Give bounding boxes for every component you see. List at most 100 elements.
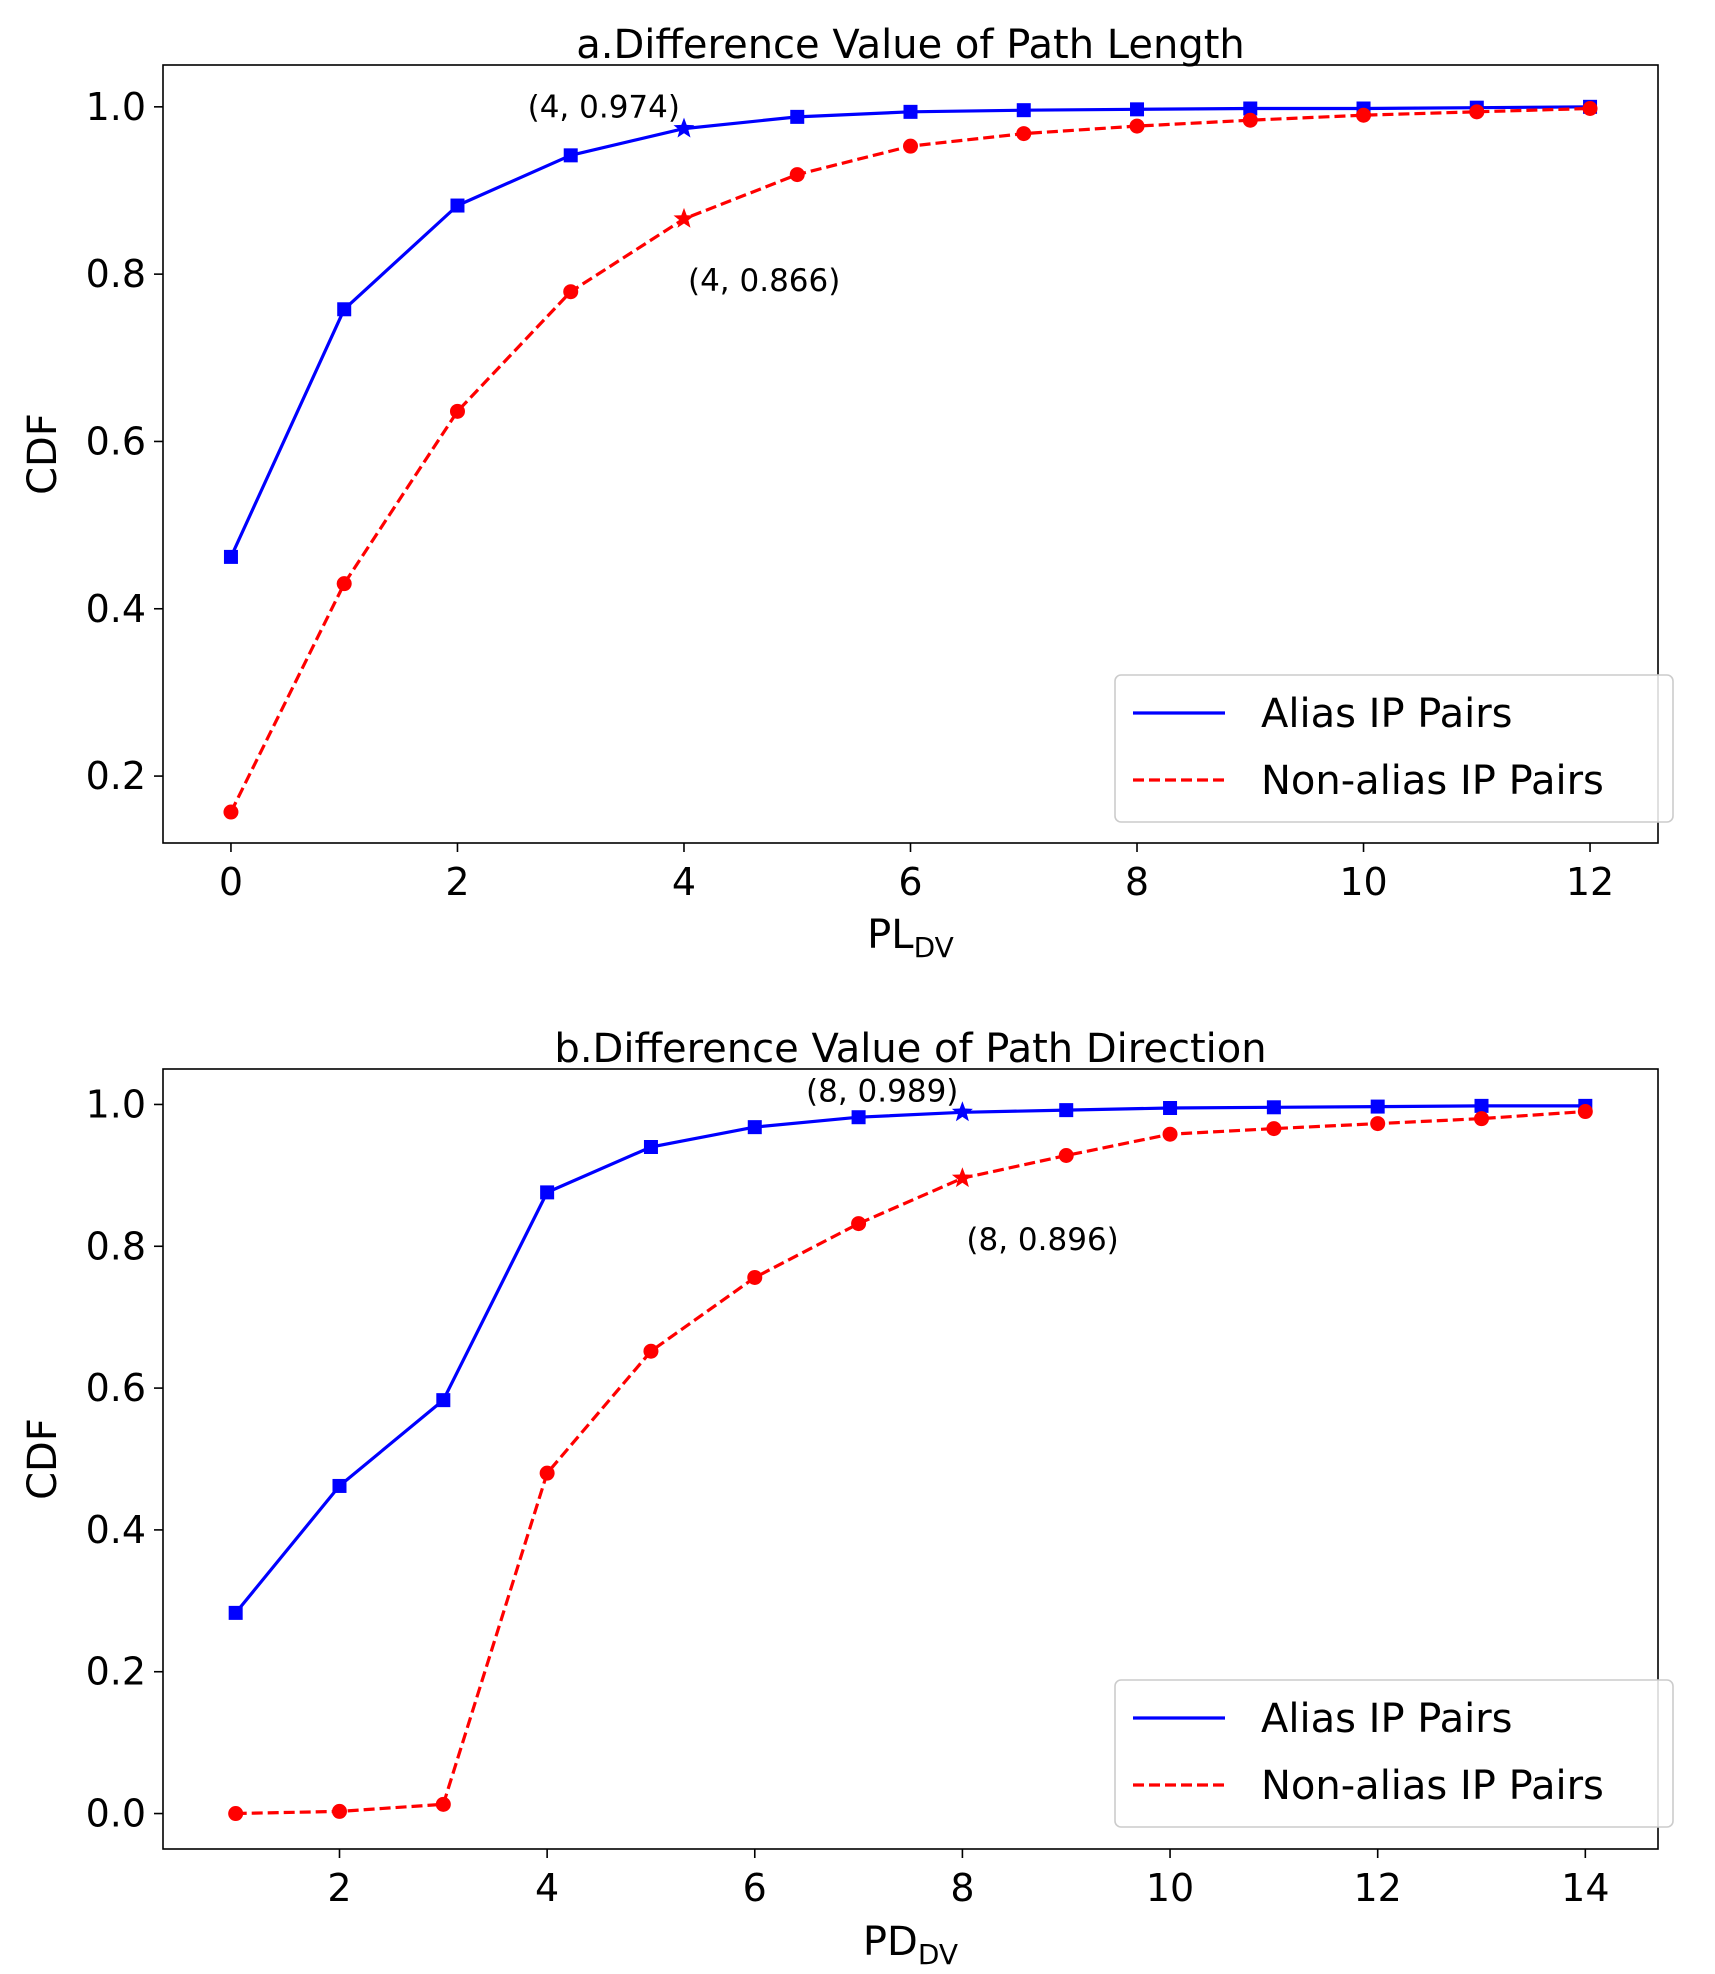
data-point <box>1016 126 1032 142</box>
data-point <box>563 148 578 163</box>
x-tick-label: 10 <box>1146 1866 1194 1910</box>
data-point <box>228 1806 244 1822</box>
data-point <box>1162 1126 1178 1142</box>
data-point <box>1356 107 1372 123</box>
legend-label: Non-alias IP Pairs <box>1261 1763 1604 1809</box>
data-point <box>1474 1111 1490 1127</box>
data-point <box>747 1120 762 1135</box>
data-point <box>1016 103 1031 118</box>
data-point <box>1129 118 1145 134</box>
data-point <box>450 198 465 213</box>
y-axis-label: CDF <box>20 1418 66 1500</box>
data-point <box>1582 101 1598 117</box>
x-tick-label: 8 <box>950 1866 974 1910</box>
data-point <box>643 1140 658 1154</box>
chart-b: b.Difference Value of Path Direction 2 4 6 8… <box>20 1026 1674 1971</box>
x-axis-label: PLDV <box>867 912 954 964</box>
data-point <box>331 1803 347 1819</box>
legend-label: Alias IP Pairs <box>1261 1696 1513 1742</box>
y-tick-label: 1.0 <box>86 1082 146 1126</box>
data-point <box>337 302 352 317</box>
data-point <box>1370 1116 1386 1132</box>
x-axis-label-main: PD <box>863 1919 918 1965</box>
x-tick-label: 2 <box>327 1866 351 1910</box>
data-point <box>1266 1100 1281 1115</box>
x-tick-label: 2 <box>445 860 469 904</box>
star-marker <box>951 1101 973 1122</box>
legend-box <box>1114 1679 1674 1828</box>
data-point <box>435 1796 451 1812</box>
y-tick-label: 0.8 <box>86 252 146 296</box>
x-tick-label: 10 <box>1339 860 1387 904</box>
legend-label: Non-alias IP Pairs <box>1261 758 1604 804</box>
data-point <box>1469 104 1485 120</box>
x-axis-label-main: PL <box>867 912 914 958</box>
star-marker <box>673 207 695 228</box>
series-non-alias: (4, 0.866) <box>223 101 1598 820</box>
series-line <box>235 1109 1586 1816</box>
data-point <box>789 167 805 183</box>
series-line <box>229 105 1591 558</box>
x-axis-label-subscript: DV <box>914 931 954 964</box>
data-point <box>1474 1098 1489 1113</box>
data-point <box>223 549 238 564</box>
point-annotation: (8, 0.896) <box>966 1222 1118 1258</box>
legend-box <box>1114 674 1674 823</box>
x-tick-label: 14 <box>1561 1866 1609 1910</box>
data-point <box>336 576 352 592</box>
data-point <box>1577 1104 1593 1120</box>
data-point <box>1370 1099 1385 1114</box>
series-alias: (8, 0.989) <box>228 1073 1593 1620</box>
x-axis-label: PDDV <box>863 1919 958 1971</box>
y-tick-label: 0.4 <box>86 1508 146 1552</box>
star-marker <box>951 1167 973 1188</box>
data-point <box>228 1605 243 1620</box>
x-tick-label: 4 <box>535 1866 559 1910</box>
data-point <box>1058 1148 1074 1164</box>
chart-title: b.Difference Value of Path Direction <box>554 1026 1266 1072</box>
series-line <box>234 1104 1586 1614</box>
data-point <box>1243 101 1258 116</box>
x-tick-label: 8 <box>1125 860 1149 904</box>
chart-title: a.Difference Value of Path Length <box>576 22 1245 68</box>
x-tick-label: 12 <box>1566 860 1614 904</box>
star-marker <box>673 117 695 138</box>
x-tick-label: 6 <box>898 860 922 904</box>
x-tick-label: 6 <box>743 1866 767 1910</box>
series-non-alias: (8, 0.896) <box>228 1104 1593 1822</box>
data-point <box>790 109 805 124</box>
data-point <box>223 804 239 820</box>
x-tick-label: 0 <box>219 860 243 904</box>
data-point <box>903 138 918 154</box>
y-tick-label: 1.0 <box>86 85 146 129</box>
legend-label: Alias IP Pairs <box>1261 691 1513 737</box>
data-point <box>563 284 579 300</box>
point-annotation: (8, 0.989) <box>806 1073 958 1109</box>
y-tick-label: 0.6 <box>86 1366 146 1410</box>
data-point <box>1130 102 1145 117</box>
y-axis-label: CDF <box>20 413 66 495</box>
x-axis-label-subscript: DV <box>918 1938 958 1971</box>
legend: Alias IP Pairs Non-alias IP Pairs <box>1114 1679 1674 1828</box>
data-point <box>332 1478 347 1493</box>
x-tick-label: 12 <box>1354 1866 1402 1910</box>
data-point <box>1266 1121 1282 1137</box>
data-point <box>436 1393 451 1408</box>
y-tick-label: 0.0 <box>86 1792 146 1836</box>
chart-a: a.Difference Value of Path Length 0 2 4 6 8 10… <box>20 22 1674 964</box>
data-point <box>449 403 465 419</box>
data-point <box>539 1465 555 1481</box>
series-alias: (4, 0.974) <box>223 90 1598 564</box>
data-point <box>643 1343 659 1359</box>
data-point <box>903 104 918 119</box>
y-tick-label: 0.2 <box>86 754 146 798</box>
data-point <box>1059 1103 1074 1118</box>
legend: Alias IP Pairs Non-alias IP Pairs <box>1114 674 1674 823</box>
data-point <box>1163 1101 1178 1115</box>
data-point <box>540 1185 555 1200</box>
data-point <box>851 1110 866 1125</box>
data-point <box>851 1216 867 1232</box>
data-point <box>747 1269 763 1285</box>
y-tick-label: 0.2 <box>86 1650 146 1694</box>
